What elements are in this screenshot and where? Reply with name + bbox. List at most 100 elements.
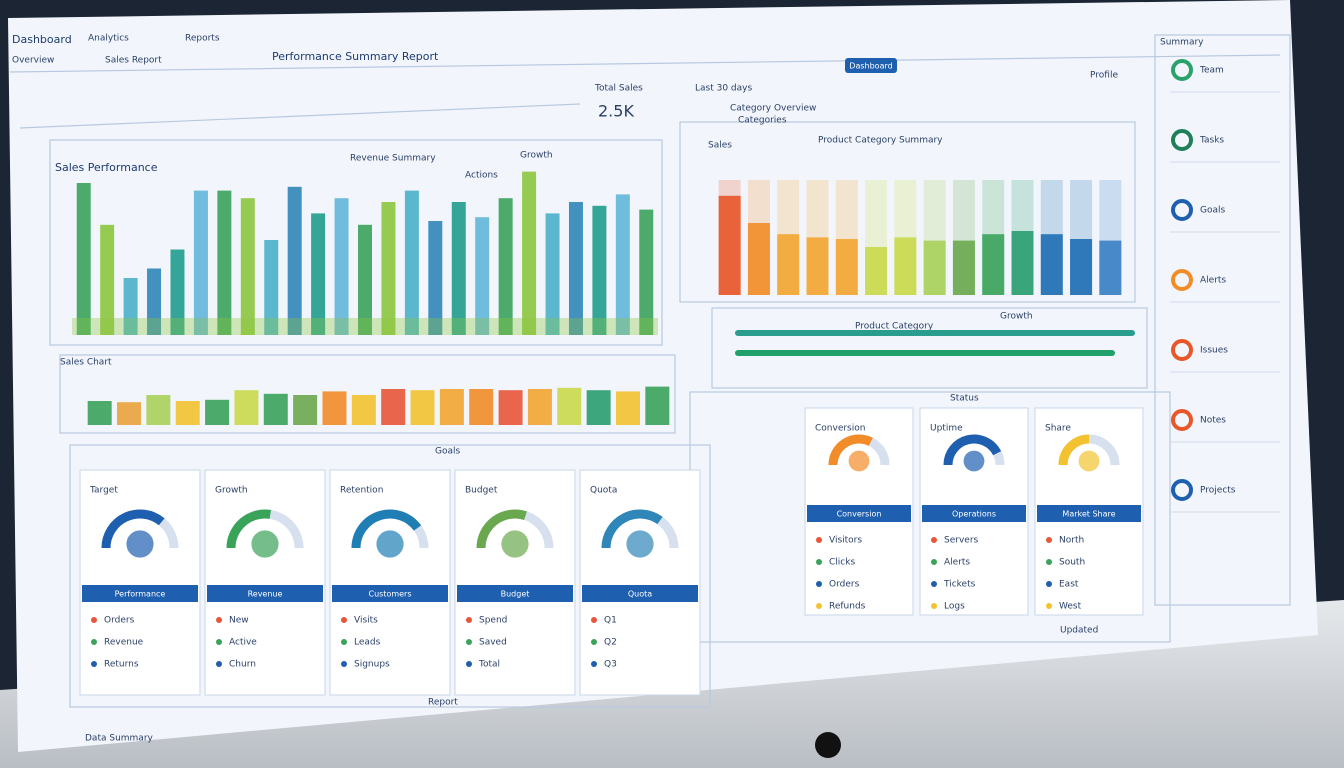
card-button[interactable]: [807, 505, 911, 522]
kpi-label: Total Sales: [594, 84, 643, 94]
card: [204, 469, 326, 696]
card-button-label[interactable]: Operations: [952, 510, 996, 519]
gauge-value: [226, 509, 272, 549]
button-label[interactable]: Dashboard: [849, 62, 892, 71]
gauge-center: [376, 530, 404, 558]
bar: [545, 213, 560, 335]
menu-item[interactable]: Reports: [185, 34, 220, 44]
gauge-value: [351, 509, 422, 549]
bar: [234, 390, 259, 425]
row-icon: [931, 603, 937, 609]
bar: [639, 209, 654, 335]
bar: [334, 198, 349, 335]
row-icon: [216, 639, 222, 645]
bar: [100, 224, 115, 335]
row-label: North: [1059, 536, 1084, 546]
bar: [1040, 234, 1063, 295]
card-button[interactable]: [922, 505, 1026, 522]
card-button[interactable]: [332, 585, 448, 602]
gauge-center: [848, 450, 870, 472]
row-label: Q2: [604, 638, 617, 648]
card-button-label[interactable]: Quota: [628, 590, 652, 599]
row-label: East: [1059, 580, 1079, 590]
bar: [322, 391, 347, 425]
row-icon: [466, 617, 472, 623]
progress-bar: [735, 330, 1135, 336]
gauge-value: [828, 434, 873, 466]
row-label: Servers: [944, 536, 979, 546]
row-label: Churn: [229, 660, 256, 670]
bar: [217, 190, 232, 335]
tab[interactable]: Sales Report: [105, 56, 162, 66]
bar: [952, 240, 975, 295]
chart-title: Category Overview: [730, 104, 816, 114]
bar: [123, 278, 138, 335]
bar: [240, 198, 255, 335]
bar: [428, 221, 443, 335]
tab[interactable]: Overview: [12, 56, 54, 66]
bar: [469, 389, 494, 425]
card-button[interactable]: [1037, 505, 1141, 522]
card-title: Uptime: [930, 424, 963, 434]
sidebar-icon: [1171, 479, 1193, 501]
bar: [568, 202, 583, 335]
section-title: Goals: [435, 447, 460, 457]
row-icon: [816, 603, 822, 609]
card-button[interactable]: [82, 585, 198, 602]
row-icon: [931, 537, 937, 543]
bar: [351, 395, 376, 425]
gauge-value: [101, 509, 165, 549]
footer: Report: [428, 698, 458, 708]
row-label: Q1: [604, 616, 617, 626]
button[interactable]: [845, 58, 897, 73]
row-label: Visitors: [829, 536, 862, 546]
bar: [835, 239, 858, 295]
sidebar-item[interactable]: Team: [1199, 66, 1224, 76]
bar: [557, 387, 582, 425]
row-label: South: [1059, 558, 1085, 568]
sidebar-icon: [1171, 129, 1193, 151]
row-icon: [91, 639, 97, 645]
bar: [498, 390, 523, 425]
bar: [586, 390, 611, 425]
sidebar-item[interactable]: Goals: [1200, 206, 1225, 216]
sidebar-item[interactable]: Alerts: [1200, 276, 1226, 286]
menu-item[interactable]: Analytics: [88, 34, 129, 44]
footer: Updated: [1060, 626, 1098, 636]
sidebar-item[interactable]: Tasks: [1199, 136, 1224, 146]
bar: [170, 249, 185, 335]
row-icon: [1046, 559, 1052, 565]
bar: [311, 213, 326, 335]
note: Actions: [465, 171, 498, 181]
row-icon: [341, 617, 347, 623]
bar: [982, 234, 1005, 295]
card-button-label[interactable]: Market Share: [1062, 510, 1115, 519]
row-label: Total: [478, 660, 500, 670]
bar: [117, 402, 142, 425]
row-icon: [816, 537, 822, 543]
card-button-label[interactable]: Revenue: [248, 590, 283, 599]
sidebar-item[interactable]: Projects: [1200, 486, 1236, 496]
card-button-label[interactable]: Performance: [115, 590, 166, 599]
card-button-label[interactable]: Budget: [501, 590, 530, 599]
card-button[interactable]: [207, 585, 323, 602]
bar: [264, 240, 279, 335]
filter[interactable]: Last 30 days: [695, 84, 752, 94]
sidebar-title: Summary: [1160, 38, 1204, 48]
row-icon: [591, 617, 597, 623]
sidebar-item[interactable]: Notes: [1200, 416, 1226, 426]
row-label: Orders: [829, 580, 860, 590]
user[interactable]: Profile: [1090, 71, 1118, 81]
row-label: Revenue: [104, 638, 144, 648]
card-button[interactable]: [457, 585, 573, 602]
card-button[interactable]: [582, 585, 698, 602]
card-button-label[interactable]: Customers: [368, 590, 411, 599]
bar: [923, 240, 946, 295]
card-button-label[interactable]: Conversion: [837, 510, 882, 519]
band: [72, 318, 658, 335]
sidebar-item[interactable]: Issues: [1200, 346, 1228, 356]
bar: [498, 198, 513, 335]
bar: [410, 390, 435, 425]
card-title: Target: [89, 486, 118, 496]
bar: [1070, 239, 1093, 295]
